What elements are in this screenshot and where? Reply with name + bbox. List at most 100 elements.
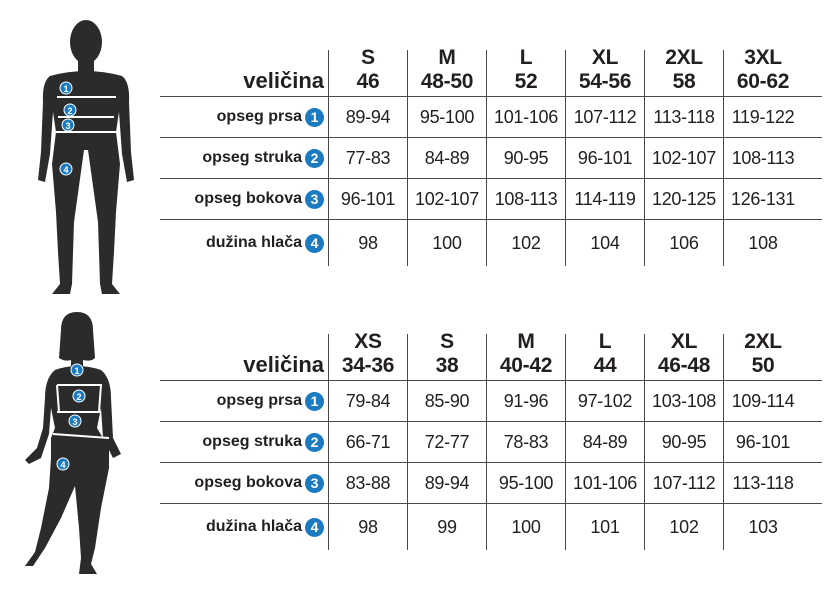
row-label: opseg prsa 1: [160, 97, 328, 137]
size-header: XL 46-48: [644, 330, 723, 380]
size-header: 3XL 60-62: [723, 46, 802, 96]
table-row: opseg prsa 1 79-84 85-90 91-96 97-102 103-108 1…: [160, 381, 822, 422]
row-label-text: dužina hlača: [205, 518, 302, 535]
size-name: L: [519, 46, 533, 69]
size-name: 3XL: [744, 46, 782, 69]
table-cell: 102: [486, 220, 565, 266]
table-cell: 101-106: [486, 97, 565, 137]
row-label-text: opseg prsa: [216, 108, 302, 125]
marker-4: 4: [63, 165, 68, 175]
table-cell: 114-119: [565, 179, 644, 219]
table-cell: 89-94: [328, 97, 407, 137]
header-row: veličina S 46 M 48-50 L 52 XL 54-56 2XL 58 3XL 60-62: [160, 42, 822, 97]
row-label-text: opseg prsa: [216, 392, 302, 409]
number-badge-icon: 1: [305, 107, 324, 127]
table-row: opseg struka 2 66-71 72-77 78-83 84-89 90-95 96…: [160, 422, 822, 463]
table-cell: 109-114: [723, 381, 802, 421]
size-number: 52: [514, 70, 538, 93]
table-cell: 97-102: [565, 381, 644, 421]
table-cell: 119-122: [723, 97, 802, 137]
size-name: S: [440, 330, 454, 353]
size-number: 40-42: [499, 354, 553, 377]
table-cell: 102: [644, 504, 723, 550]
measurement-marker-icons: 1 2 3 4: [59, 81, 77, 176]
table-cell: 72-77: [407, 422, 486, 462]
number-badge-icon: 1: [305, 391, 324, 411]
table-cell: 126-131: [723, 179, 802, 219]
table-cell: 79-84: [328, 381, 407, 421]
size-number: 50: [751, 354, 775, 377]
marker-4: 4: [60, 460, 65, 470]
table-cell: 108-113: [486, 179, 565, 219]
size-header: 2XL 58: [644, 46, 723, 96]
table-cell: 103: [723, 504, 802, 550]
row-label-text: opseg struka: [202, 433, 302, 450]
size-name: L: [598, 330, 612, 353]
table-cell: 106: [644, 220, 723, 266]
table-cell: 102-107: [644, 138, 723, 178]
table-row: opseg struka 2 77-83 84-89 90-95 96-101 102-10…: [160, 138, 822, 179]
measurement-marker-icons: 1 2 3 4: [56, 363, 86, 471]
male-size-table: veličina S 46 M 48-50 L 52 XL 54-56 2XL 58 3XL 60-62…: [160, 42, 822, 266]
row-label-text: dužina hlača: [205, 234, 302, 251]
table-row: opseg bokova 3 96-101 102-107 108-113 114-119…: [160, 179, 822, 220]
size-name: XL: [591, 46, 619, 69]
size-number: 60-62: [736, 70, 790, 93]
table-cell: 108: [723, 220, 802, 266]
table-row: opseg bokova 3 83-88 89-94 95-100 101-106 107-…: [160, 463, 822, 504]
table-row: opseg prsa 1 89-94 95-100 101-106 107-112 113-…: [160, 97, 822, 138]
row-label-text: opseg bokova: [194, 474, 302, 491]
size-name: M: [517, 330, 535, 353]
table-cell: 84-89: [407, 138, 486, 178]
table-cell: 104: [565, 220, 644, 266]
size-name: M: [438, 46, 456, 69]
table-cell: 100: [407, 220, 486, 266]
table-cell: 120-125: [644, 179, 723, 219]
table-row: dužina hlača 4 98 99 100 101 102 103: [160, 504, 822, 550]
size-number: 38: [435, 354, 459, 377]
marker-2: 2: [76, 392, 81, 402]
table-cell: 99: [407, 504, 486, 550]
size-name: 2XL: [744, 330, 782, 353]
size-header: M 40-42: [486, 330, 565, 380]
table-cell: 100: [486, 504, 565, 550]
row-label-text: opseg struka: [202, 149, 302, 166]
female-size-table: veličina XS 34-36 S 38 M 40-42 L 44 XL 46-48 2XL 50 o…: [160, 326, 822, 550]
size-header: L 44: [565, 330, 644, 380]
marker-3: 3: [72, 417, 77, 427]
table-cell: 91-96: [486, 381, 565, 421]
table-cell: 96-101: [723, 422, 802, 462]
header-row: veličina XS 34-36 S 38 M 40-42 L 44 XL 46-48 2XL 50: [160, 326, 822, 381]
row-label: opseg bokova 3: [160, 463, 328, 503]
size-name: XS: [354, 330, 382, 353]
size-header: S 46: [328, 46, 407, 96]
size-name: S: [361, 46, 375, 69]
row-label-text: opseg bokova: [194, 190, 302, 207]
size-header: XS 34-36: [328, 330, 407, 380]
size-header: 2XL 50: [723, 330, 802, 380]
table-cell: 101-106: [565, 463, 644, 503]
table-cell: 113-118: [723, 463, 802, 503]
row-label: opseg struka 2: [160, 422, 328, 462]
row-label: dužina hlača 4: [160, 220, 328, 266]
size-number: 34-36: [341, 354, 395, 377]
marker-1: 1: [63, 84, 68, 94]
table-cell: 78-83: [486, 422, 565, 462]
header-label: veličina: [243, 352, 324, 377]
size-header: L 52: [486, 46, 565, 96]
size-name: XL: [670, 330, 698, 353]
table-cell: 107-112: [565, 97, 644, 137]
number-badge-icon: 3: [305, 189, 324, 209]
table-cell: 85-90: [407, 381, 486, 421]
number-badge-icon: 2: [305, 148, 324, 168]
size-number: 46-48: [657, 354, 711, 377]
table-cell: 90-95: [644, 422, 723, 462]
marker-3: 3: [65, 121, 70, 131]
table-cell: 89-94: [407, 463, 486, 503]
number-badge-icon: 2: [305, 432, 324, 452]
size-number: 44: [593, 354, 617, 377]
number-badge-icon: 4: [305, 517, 324, 537]
size-number: 48-50: [420, 70, 474, 93]
header-label: veličina: [243, 68, 324, 93]
number-badge-icon: 4: [305, 233, 324, 253]
